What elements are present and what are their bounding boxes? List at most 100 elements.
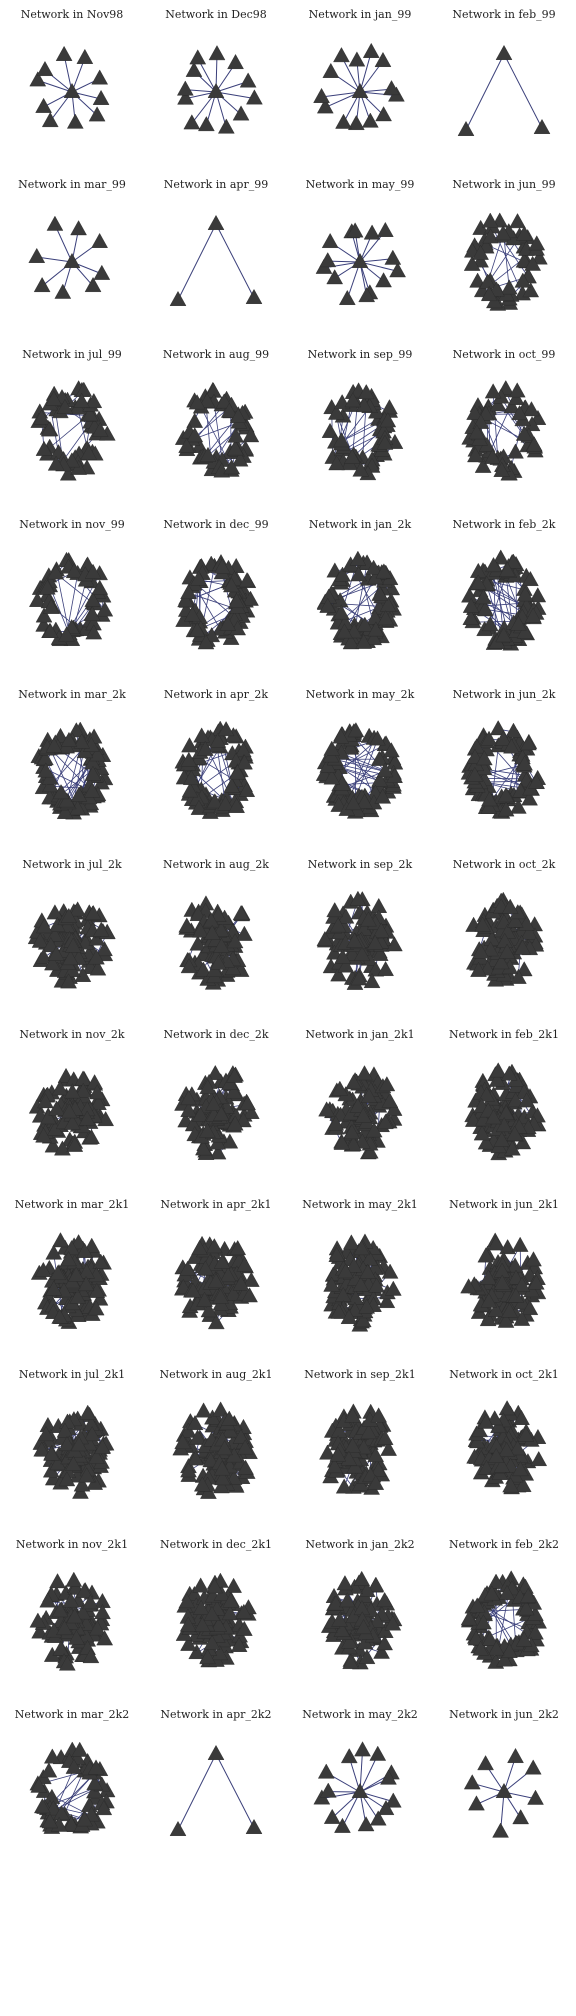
graph-node xyxy=(328,1246,346,1262)
graph-node xyxy=(213,937,230,953)
graph-node xyxy=(176,80,194,96)
graph-node xyxy=(371,585,389,601)
graph-node xyxy=(206,793,224,809)
graph-node xyxy=(527,1789,544,1805)
graph-node xyxy=(227,54,244,70)
network-panel: Network in feb_99 xyxy=(432,2,576,172)
graph-node xyxy=(367,621,385,637)
graph-node xyxy=(190,799,208,815)
network-graph xyxy=(30,380,116,481)
graph-node xyxy=(188,1644,206,1660)
network-panel: Network in feb_2k xyxy=(432,512,576,682)
network-graph xyxy=(30,721,114,820)
graph-node xyxy=(489,1062,507,1078)
graph-node xyxy=(524,1759,542,1775)
graph-edge xyxy=(215,1753,255,1829)
network-graph xyxy=(466,1400,548,1495)
graph-node xyxy=(514,1476,532,1492)
graph-node xyxy=(481,212,499,228)
network-graph xyxy=(321,382,404,481)
graph-node xyxy=(216,1440,233,1456)
panel-title: Network in Nov98 xyxy=(20,8,124,21)
graph-node xyxy=(88,949,105,965)
graph-node xyxy=(44,1137,62,1153)
graph-node xyxy=(515,225,533,241)
graph-node xyxy=(323,740,341,756)
graph-node xyxy=(242,1271,260,1287)
graph-node xyxy=(500,1065,518,1081)
graph-node xyxy=(34,1261,52,1277)
graph-node xyxy=(52,1232,69,1248)
graph-node xyxy=(63,252,81,268)
panel-title: Network in sep_2k xyxy=(307,858,413,871)
graph-node xyxy=(79,1404,97,1420)
network-graph xyxy=(174,1235,260,1330)
graph-node xyxy=(342,634,360,650)
graph-node xyxy=(384,249,402,265)
graph-node xyxy=(188,394,206,410)
graph-node xyxy=(210,954,227,970)
panel-title: Network in feb_2k1 xyxy=(449,1028,559,1041)
graph-node xyxy=(334,948,352,964)
graph-node xyxy=(45,390,63,406)
graph-edge xyxy=(321,91,361,98)
graph-node xyxy=(83,782,101,798)
graph-node xyxy=(70,459,87,475)
graph-node xyxy=(84,563,102,579)
network-panel: Network in mar_2k2 xyxy=(0,1702,144,1872)
graph-node xyxy=(351,82,369,98)
graph-node xyxy=(226,1067,243,1083)
graph-node xyxy=(507,443,524,459)
panel-title: Network in nov_99 xyxy=(19,518,125,531)
graph-node xyxy=(472,1640,489,1656)
graph-node xyxy=(76,1811,94,1827)
network-graph xyxy=(315,221,406,305)
graph-node xyxy=(376,762,394,778)
graph-node xyxy=(383,80,400,96)
graph-node xyxy=(497,787,515,803)
graph-node xyxy=(363,973,381,989)
graph-node xyxy=(493,1457,511,1473)
graph-edge xyxy=(346,261,361,300)
graph-node xyxy=(514,272,532,288)
panel-title: Network in may_2k xyxy=(305,688,415,701)
graph-node xyxy=(507,1287,525,1303)
graph-node xyxy=(333,432,350,448)
graph-node xyxy=(525,1251,542,1267)
network-graph xyxy=(175,1572,257,1668)
graph-node xyxy=(221,1605,239,1621)
graph-node xyxy=(177,89,194,105)
network-graph xyxy=(460,1570,547,1669)
network-graph xyxy=(29,45,110,129)
graph-node xyxy=(345,1074,362,1090)
graph-node xyxy=(180,1462,197,1478)
graph-node xyxy=(466,766,484,782)
graph-node xyxy=(384,1792,402,1808)
graph-node xyxy=(515,252,533,268)
graph-node xyxy=(482,228,499,244)
graph-node xyxy=(37,1093,54,1109)
graph-node xyxy=(229,1240,247,1256)
graph-node xyxy=(478,1459,495,1475)
graph-node xyxy=(189,49,207,65)
graph-node xyxy=(85,624,103,640)
graph-node xyxy=(180,1635,197,1651)
graph-node xyxy=(92,1253,110,1269)
graph-node xyxy=(316,931,334,947)
graph-node xyxy=(180,751,198,767)
graph-node xyxy=(68,1629,85,1645)
graph-node xyxy=(319,252,337,268)
graph-node xyxy=(328,455,345,471)
graph-node xyxy=(197,634,215,650)
graph-node xyxy=(193,1616,211,1632)
graph-node xyxy=(347,114,365,130)
graph-node xyxy=(344,392,362,408)
graph-node xyxy=(198,392,216,408)
graph-node xyxy=(84,904,102,920)
graph-node xyxy=(64,1114,81,1130)
graph-node xyxy=(35,440,53,456)
graph-node xyxy=(468,1795,485,1811)
graph-node xyxy=(345,1136,362,1152)
graph-node xyxy=(365,630,383,646)
graph-node xyxy=(493,461,511,477)
